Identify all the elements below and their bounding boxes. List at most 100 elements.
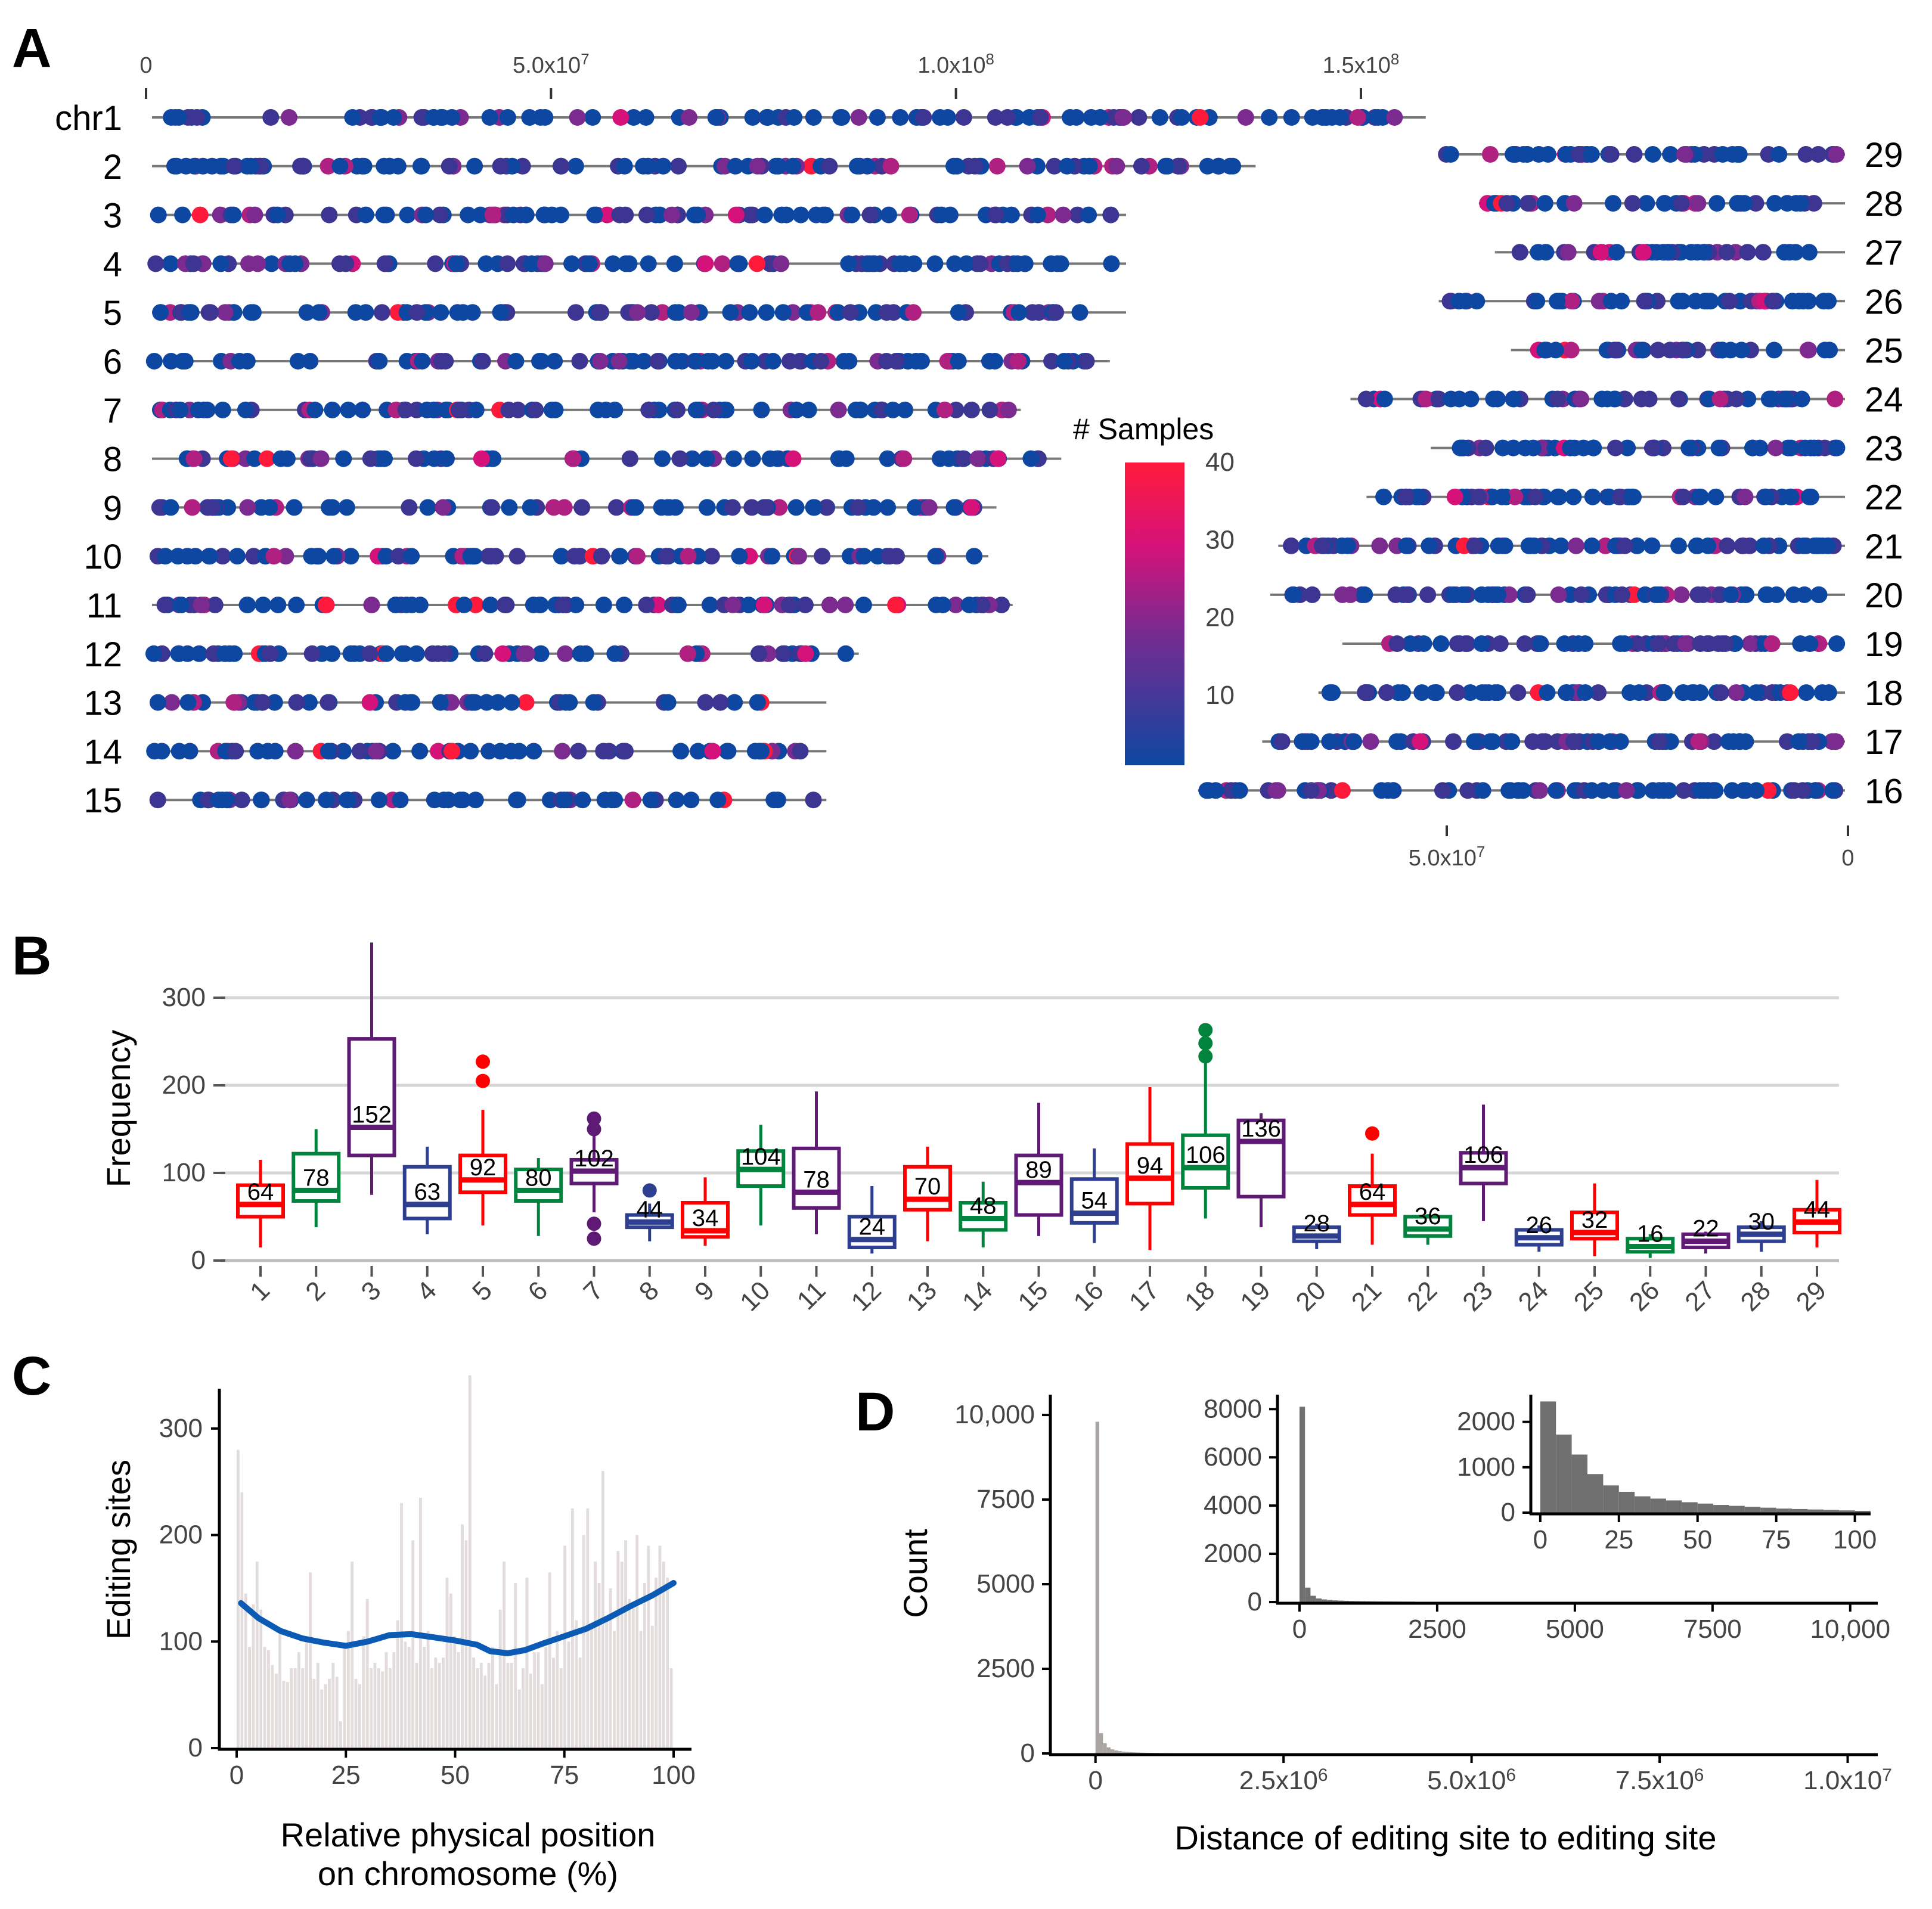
editing-site-dot bbox=[484, 206, 501, 224]
editing-site-dot bbox=[1563, 293, 1580, 310]
editing-site-dot bbox=[1511, 244, 1528, 261]
box-body bbox=[236, 1183, 285, 1219]
d-main-bar bbox=[1129, 1752, 1133, 1753]
d-inset2-bar-y-tick-label: 0 bbox=[1501, 1498, 1515, 1527]
editing-site-dot bbox=[311, 304, 328, 321]
c-bar bbox=[525, 1578, 529, 1748]
editing-site-dot bbox=[1629, 782, 1646, 799]
editing-site-dot bbox=[1173, 109, 1190, 126]
editing-site-dot bbox=[573, 499, 591, 516]
editing-site-dot bbox=[532, 597, 549, 613]
d-main-bar-x-tick-label: 5.0x106 bbox=[1427, 1765, 1516, 1795]
top-axis-tick-label: 1.0x108 bbox=[917, 51, 994, 78]
d-main-bar-y-tick-label: 0 bbox=[1021, 1739, 1035, 1768]
b-y-tick-label: 0 bbox=[191, 1246, 206, 1275]
chromosome-label-chr1: chr1 bbox=[55, 99, 122, 138]
c-bar bbox=[666, 1578, 669, 1748]
c-bar bbox=[263, 1647, 266, 1748]
editing-site-dot bbox=[1445, 733, 1462, 750]
c-bar bbox=[631, 1604, 635, 1748]
c-bar bbox=[392, 1652, 396, 1748]
c-bar bbox=[655, 1578, 658, 1748]
editing-site-dot bbox=[667, 499, 684, 516]
d-inset2-bar bbox=[1823, 1510, 1840, 1513]
editing-site-dot bbox=[818, 499, 835, 516]
c-bar bbox=[628, 1598, 631, 1748]
editing-site-dot bbox=[206, 597, 224, 613]
d-inset1-bar-y-tick-label: 4000 bbox=[1204, 1491, 1262, 1520]
editing-site-dot bbox=[1583, 782, 1601, 799]
editing-site-dot bbox=[950, 304, 967, 321]
editing-site-dot bbox=[331, 157, 349, 175]
c-bar bbox=[411, 1540, 415, 1748]
editing-site-dot bbox=[239, 499, 256, 516]
editing-site-dot bbox=[586, 206, 603, 224]
chromosome-label-7: 7 bbox=[103, 392, 122, 430]
editing-site-dot bbox=[1592, 244, 1610, 261]
d-inset1-bar bbox=[1365, 1601, 1372, 1602]
editing-site-dot bbox=[604, 255, 622, 272]
box-outlier bbox=[587, 1111, 601, 1126]
editing-site-dot bbox=[743, 499, 761, 516]
c-bar bbox=[404, 1641, 407, 1748]
d-inset1-bar-x-tick-label: 7500 bbox=[1683, 1615, 1742, 1644]
editing-site-dot bbox=[228, 548, 246, 565]
c-bar bbox=[559, 1668, 563, 1748]
editing-site-dot bbox=[821, 157, 838, 175]
editing-site-dot bbox=[725, 450, 742, 467]
editing-site-dot bbox=[1559, 244, 1577, 261]
editing-site-dot bbox=[569, 109, 586, 126]
editing-site-dot bbox=[669, 401, 686, 418]
editing-site-dot bbox=[584, 109, 601, 126]
box-chr-26: 16 bbox=[1626, 1221, 1675, 1258]
editing-site-dot bbox=[724, 499, 741, 516]
editing-site-dot bbox=[805, 499, 822, 516]
editing-site-dot bbox=[1493, 488, 1511, 505]
editing-site-dot bbox=[1692, 488, 1709, 505]
box-outlier bbox=[587, 1122, 601, 1137]
editing-site-dot bbox=[577, 645, 594, 662]
editing-site-dot bbox=[556, 791, 573, 809]
editing-site-dot bbox=[1714, 146, 1731, 163]
editing-site-dot bbox=[1648, 586, 1666, 603]
legend-tick-label: 30 bbox=[1205, 525, 1235, 554]
editing-site-dot bbox=[1489, 390, 1506, 408]
editing-site-dot bbox=[1659, 244, 1676, 261]
c-bar bbox=[362, 1636, 365, 1748]
editing-site-dot bbox=[1549, 293, 1566, 310]
d-main-bar-x-tick-label-exponent: 6 bbox=[1506, 1765, 1516, 1785]
c-bar bbox=[540, 1684, 544, 1748]
editing-site-dot bbox=[813, 353, 830, 370]
c-bar bbox=[266, 1650, 270, 1748]
editing-site-dot bbox=[792, 743, 809, 760]
editing-site-dot bbox=[1608, 244, 1626, 261]
editing-site-dot bbox=[306, 401, 324, 418]
editing-site-dot bbox=[367, 743, 384, 760]
editing-site-dot bbox=[162, 255, 179, 272]
editing-site-dot bbox=[1505, 390, 1522, 408]
editing-site-dot bbox=[704, 743, 721, 760]
box-body bbox=[1125, 1142, 1174, 1206]
chromosome-label-17: 17 bbox=[1865, 723, 1903, 762]
top-axis-tick-label: 1.5x108 bbox=[1323, 51, 1399, 78]
box-median-label: 78 bbox=[803, 1166, 830, 1193]
editing-site-dot bbox=[1357, 390, 1375, 408]
editing-site-dot bbox=[354, 401, 371, 418]
c-bar bbox=[381, 1671, 384, 1748]
editing-site-dot bbox=[408, 304, 426, 321]
editing-site-dot bbox=[1766, 342, 1783, 359]
chromosome-label-11: 11 bbox=[86, 586, 122, 625]
c-loess-curve bbox=[238, 1580, 677, 1656]
editing-site-dot bbox=[1626, 146, 1643, 163]
box-chr-4: 63 bbox=[402, 1146, 452, 1234]
editing-site-dot bbox=[640, 401, 658, 418]
editing-site-dot bbox=[373, 304, 390, 321]
editing-site-dot bbox=[1690, 733, 1707, 750]
c-bar bbox=[297, 1652, 300, 1748]
editing-site-dot bbox=[726, 694, 743, 711]
chromosome-label-21: 21 bbox=[1865, 527, 1903, 566]
editing-site-dot bbox=[1800, 342, 1818, 359]
editing-site-dot bbox=[269, 597, 287, 613]
editing-site-dot bbox=[1283, 109, 1300, 126]
top-axis-tick-label-exponent: 7 bbox=[581, 51, 589, 68]
